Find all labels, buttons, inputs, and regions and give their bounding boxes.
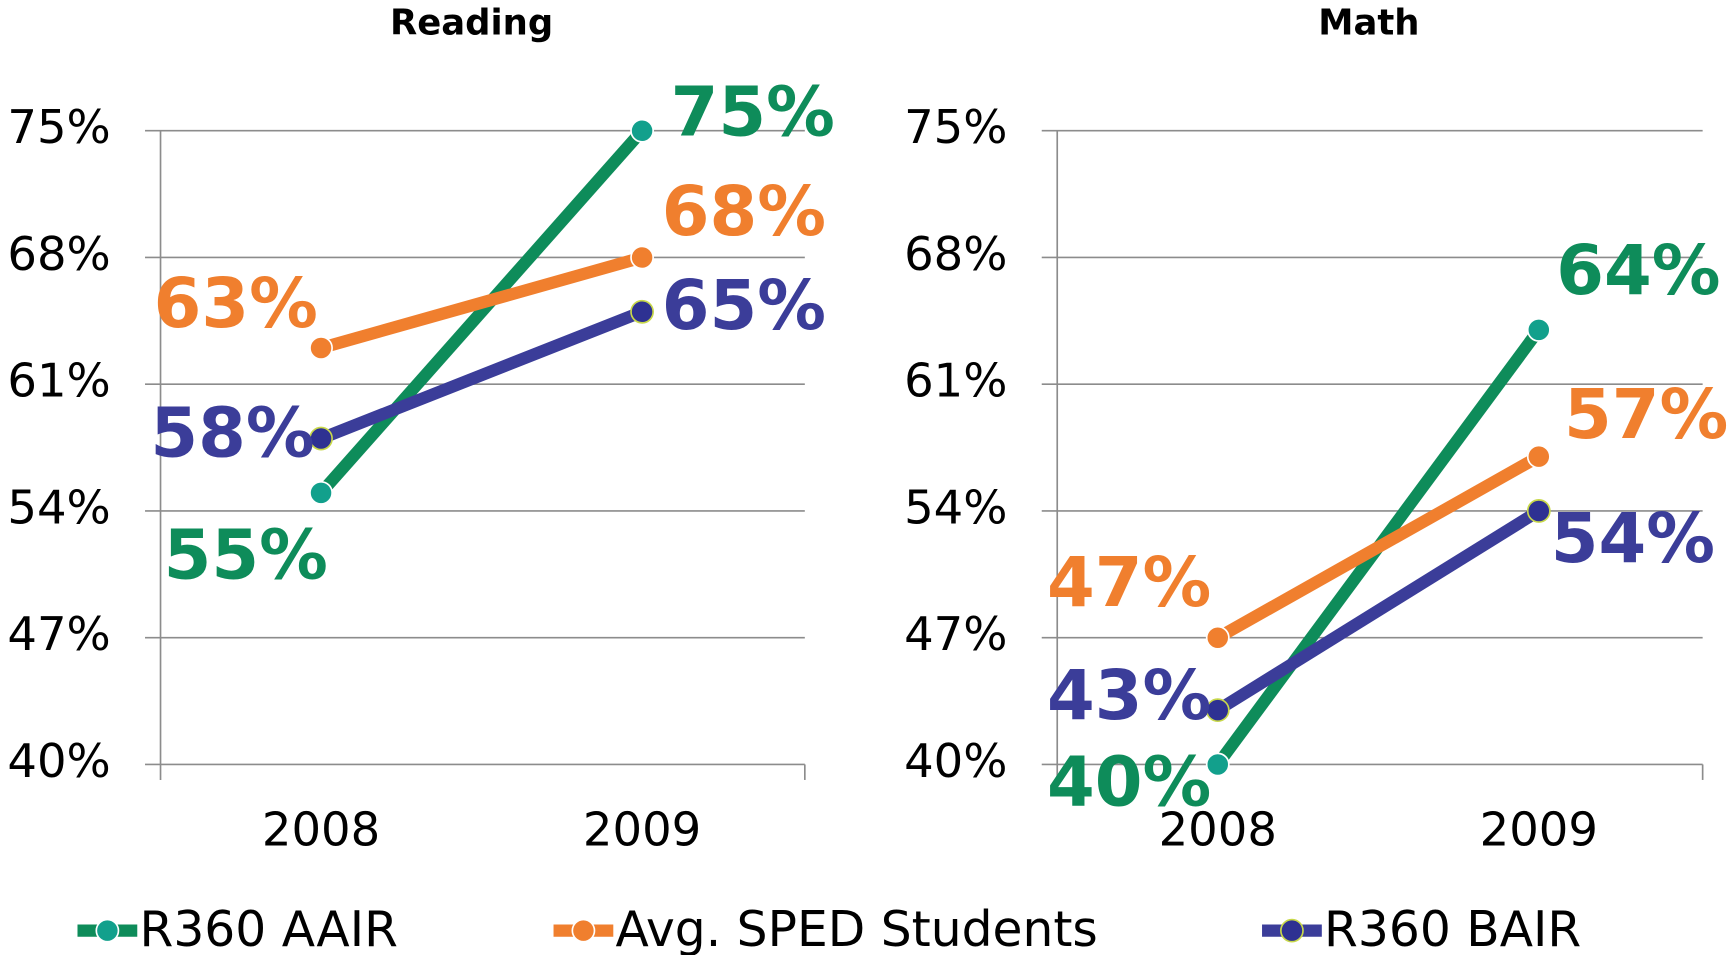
point-marker bbox=[1205, 752, 1230, 777]
series-line bbox=[316, 126, 647, 497]
series-line bbox=[1214, 451, 1542, 644]
point-marker bbox=[630, 299, 654, 324]
point-marker bbox=[309, 426, 333, 451]
y-tick-label: 68% bbox=[904, 227, 1007, 281]
y-tick-label: 47% bbox=[904, 607, 1007, 661]
legend-label: Avg. SPED Students bbox=[616, 902, 1098, 955]
legend-label: R360 BAIR bbox=[1324, 902, 1581, 955]
y-tick-label: 40% bbox=[904, 734, 1007, 788]
legend-marker bbox=[95, 918, 120, 943]
point-marker bbox=[1526, 499, 1551, 523]
data-label: 65% bbox=[662, 266, 826, 346]
data-label: 63% bbox=[154, 264, 318, 344]
x-tick-label: 2008 bbox=[262, 803, 380, 857]
y-tick-label: 54% bbox=[904, 480, 1007, 534]
data-label: 55% bbox=[164, 515, 328, 595]
data-label: 68% bbox=[662, 172, 826, 252]
data-label: 57% bbox=[1564, 375, 1727, 455]
legend-label: R360 AAIR bbox=[139, 902, 397, 955]
y-tick-label: 75% bbox=[7, 100, 110, 154]
point-marker bbox=[1205, 698, 1230, 723]
y-tick-label: 61% bbox=[7, 354, 110, 408]
data-label: 58% bbox=[150, 394, 314, 474]
point-marker bbox=[309, 336, 333, 360]
point-marker bbox=[1205, 625, 1230, 650]
point-marker bbox=[630, 118, 654, 143]
data-label: 40% bbox=[1047, 743, 1211, 823]
legend-marker bbox=[1280, 918, 1304, 943]
chart-title: Math bbox=[1318, 2, 1419, 43]
x-tick-label: 2008 bbox=[1159, 803, 1277, 857]
point-marker bbox=[630, 245, 654, 270]
chart-title: Reading bbox=[390, 2, 553, 43]
point-marker bbox=[309, 480, 333, 505]
legend-marker bbox=[571, 918, 596, 943]
series-line bbox=[319, 251, 644, 354]
data-label: 47% bbox=[1047, 543, 1211, 623]
y-tick-label: 40% bbox=[7, 734, 110, 788]
point-marker bbox=[1526, 444, 1551, 469]
y-tick-label: 68% bbox=[7, 227, 110, 281]
y-tick-label: 75% bbox=[904, 100, 1007, 154]
data-label: 75% bbox=[671, 72, 835, 152]
series-line bbox=[1214, 505, 1543, 716]
data-label: 54% bbox=[1551, 499, 1715, 579]
data-label: 64% bbox=[1556, 231, 1720, 311]
y-tick-label: 61% bbox=[904, 354, 1007, 408]
point-marker bbox=[1526, 317, 1551, 342]
x-tick-label: 2009 bbox=[1480, 803, 1598, 857]
data-label: 43% bbox=[1047, 656, 1211, 736]
x-tick-label: 2009 bbox=[583, 803, 701, 857]
series-line bbox=[318, 306, 645, 445]
y-tick-label: 47% bbox=[7, 607, 110, 661]
y-tick-label: 54% bbox=[7, 480, 110, 534]
